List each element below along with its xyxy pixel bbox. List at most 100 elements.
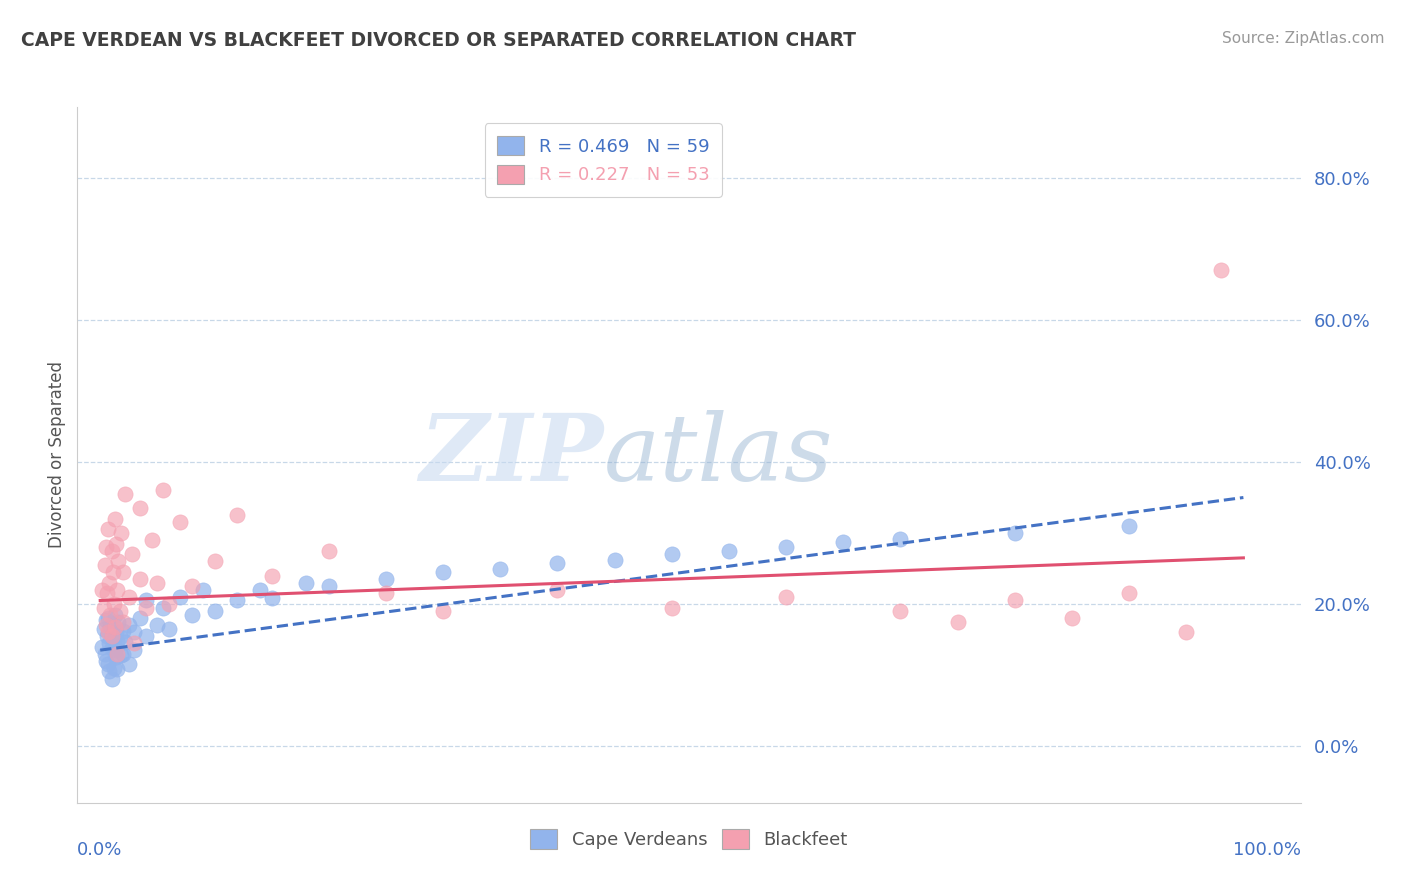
Point [180, 607, 202, 622]
Point [91, 640, 114, 654]
Point [105, 625, 128, 640]
Point [114, 635, 136, 649]
Point [101, 616, 124, 631]
Point [318, 579, 340, 593]
Point [191, 582, 214, 597]
Point [1118, 586, 1140, 600]
Point [97, 611, 120, 625]
Point [832, 534, 855, 549]
Point [94, 647, 117, 661]
Point [1004, 526, 1026, 541]
Point [114, 487, 136, 501]
Point [97, 657, 120, 672]
Point [100, 640, 122, 655]
Point [94, 558, 117, 572]
Point [100, 672, 122, 686]
Point [295, 575, 318, 590]
Point [124, 625, 146, 640]
Point [661, 600, 683, 615]
Point [98, 636, 121, 650]
Point [889, 604, 911, 618]
Point [97, 625, 120, 640]
Point [112, 624, 135, 638]
Point [112, 565, 135, 579]
Point [546, 582, 568, 597]
Point [105, 647, 128, 661]
Point [105, 582, 128, 597]
Point [375, 586, 398, 600]
Point [118, 618, 141, 632]
Point [93, 600, 115, 615]
Point [775, 540, 797, 554]
Point [105, 536, 128, 550]
Point [110, 526, 132, 541]
Point [146, 575, 169, 590]
Point [91, 582, 114, 597]
Point [108, 604, 131, 618]
Point [101, 565, 124, 579]
Point [100, 607, 122, 622]
Point [152, 483, 174, 498]
Point [146, 618, 169, 632]
Point [129, 572, 152, 586]
Point [775, 590, 797, 604]
Point [103, 661, 125, 675]
Point [124, 636, 146, 650]
Text: 0.0%: 0.0% [77, 841, 122, 859]
Point [104, 512, 127, 526]
Point [94, 540, 117, 554]
Point [129, 501, 152, 516]
Point [105, 634, 128, 648]
Text: 100.0%: 100.0% [1233, 841, 1301, 859]
Point [118, 590, 141, 604]
Point [661, 547, 683, 561]
Point [135, 629, 157, 643]
Point [112, 615, 135, 629]
Point [489, 561, 512, 575]
Point [249, 582, 271, 597]
Point [432, 565, 454, 579]
Point [603, 553, 626, 567]
Text: CAPE VERDEAN VS BLACKFEET DIVORCED OR SEPARATED CORRELATION CHART: CAPE VERDEAN VS BLACKFEET DIVORCED OR SE… [21, 31, 856, 50]
Point [260, 568, 283, 582]
Point [103, 597, 125, 611]
Point [169, 590, 191, 604]
Point [135, 600, 157, 615]
Point [129, 611, 152, 625]
Point [157, 622, 180, 636]
Point [141, 533, 163, 548]
Point [204, 604, 226, 618]
Point [94, 654, 117, 668]
Point [1175, 625, 1198, 640]
Point [260, 591, 283, 606]
Point [717, 543, 740, 558]
Point [105, 662, 128, 676]
Point [1060, 611, 1083, 625]
Point [1209, 263, 1232, 277]
Point [152, 600, 174, 615]
Point [204, 554, 226, 568]
Point [118, 657, 141, 672]
Point [318, 543, 340, 558]
Point [226, 593, 249, 607]
Point [157, 597, 180, 611]
Point [110, 648, 132, 662]
Point [1118, 519, 1140, 533]
Point [96, 586, 118, 600]
Point [107, 554, 129, 568]
Legend: Cape Verdeans, Blackfeet: Cape Verdeans, Blackfeet [523, 822, 855, 856]
Point [169, 516, 191, 530]
Point [94, 618, 117, 632]
Point [112, 647, 135, 661]
Point [432, 604, 454, 618]
Point [1004, 593, 1026, 607]
Point [124, 643, 146, 657]
Point [100, 543, 122, 558]
Point [375, 572, 398, 586]
Text: Source: ZipAtlas.com: Source: ZipAtlas.com [1222, 31, 1385, 46]
Point [226, 508, 249, 523]
Point [135, 593, 157, 607]
Point [98, 575, 121, 590]
Point [103, 632, 125, 647]
Point [97, 523, 120, 537]
